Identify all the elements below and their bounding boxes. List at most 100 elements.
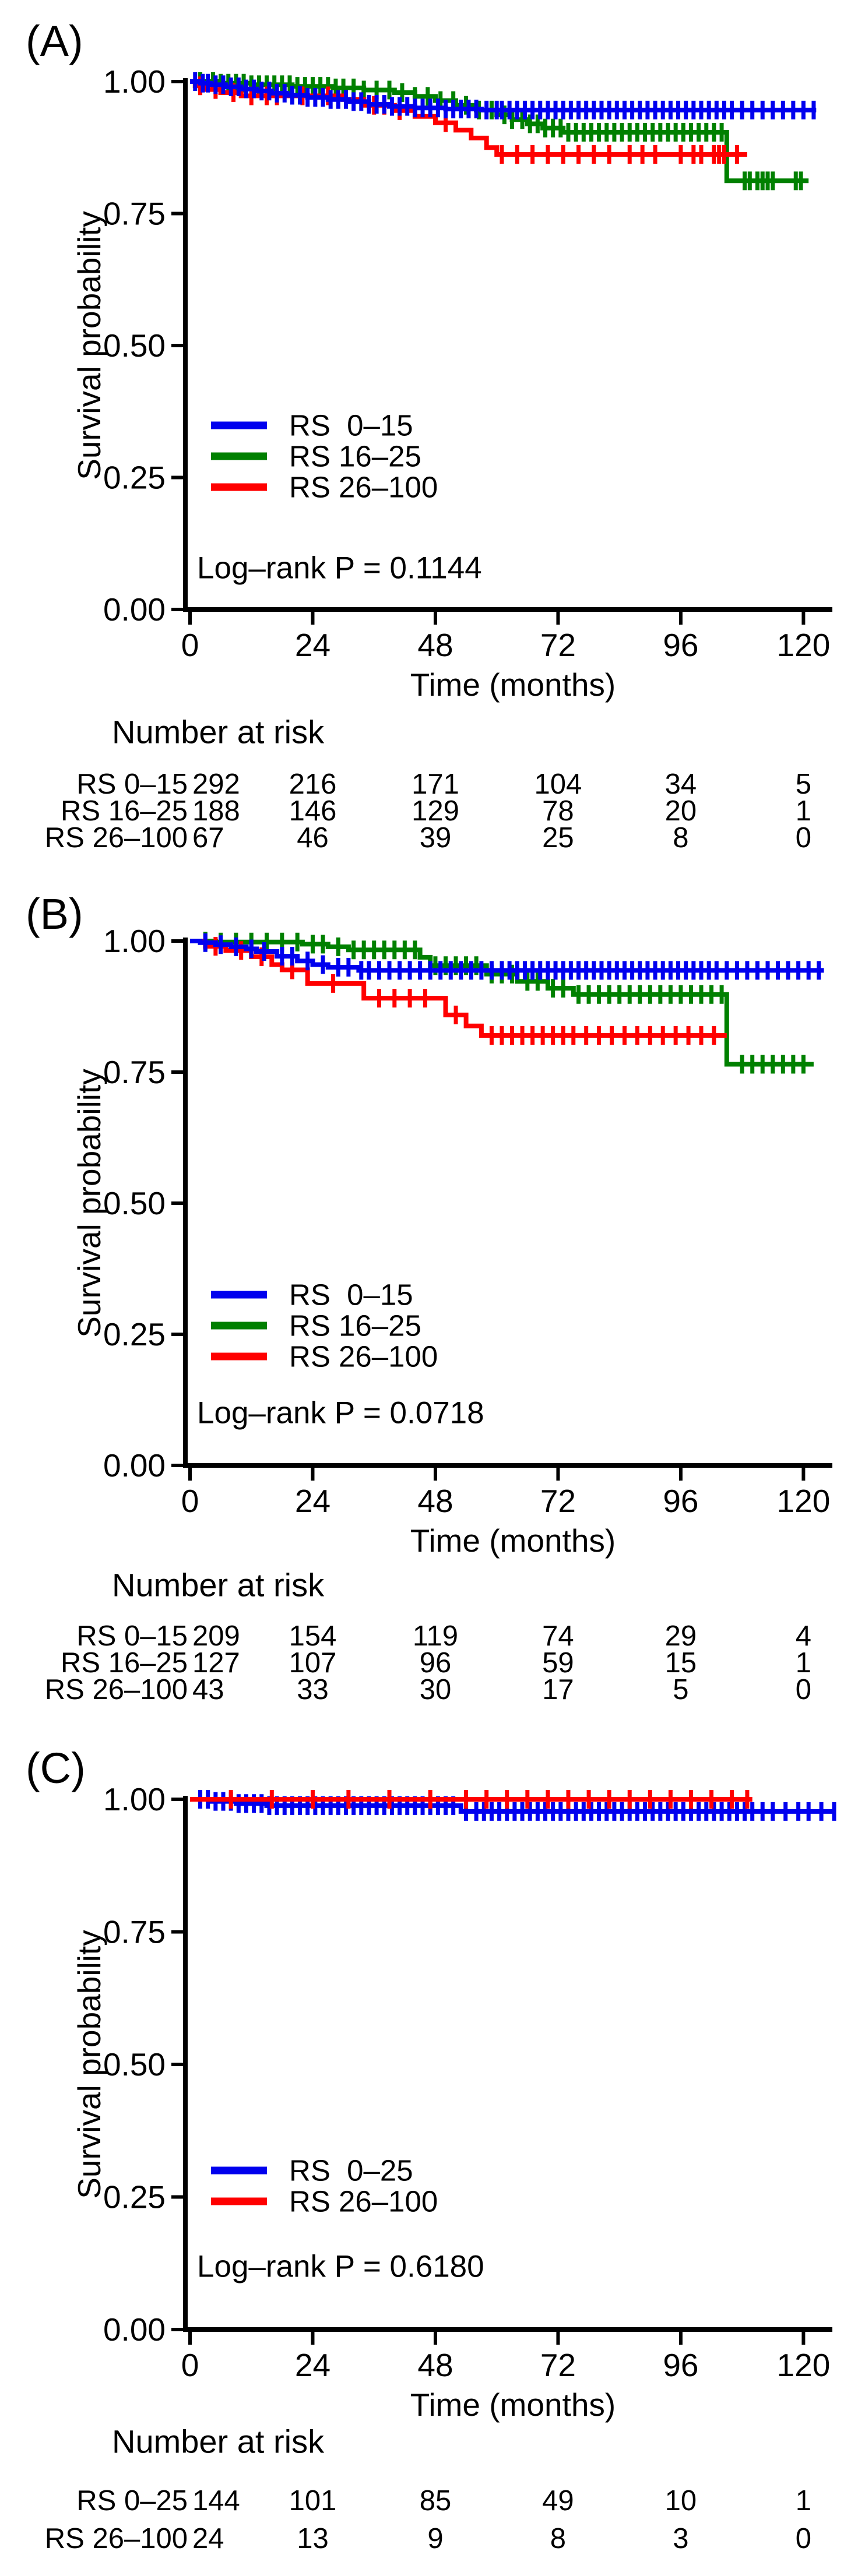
risk-value: 85 xyxy=(420,2485,452,2517)
legend-label: RS 26–100 xyxy=(289,2185,438,2218)
x-axis-title: Time (months) xyxy=(410,2387,616,2423)
risk-value: 5 xyxy=(673,1674,688,1705)
risk-value: 96 xyxy=(420,1647,452,1679)
km-curve-rs-26-100 xyxy=(190,939,727,1038)
risk-value: 67 xyxy=(192,822,224,854)
risk-value: 20 xyxy=(665,795,697,827)
risk-row-label: RS 26–100 xyxy=(45,1674,188,1705)
panel-label-A: (A) xyxy=(26,17,83,65)
x-tick-label: 24 xyxy=(295,1483,330,1519)
risk-value: 78 xyxy=(542,795,574,827)
risk-value: 46 xyxy=(297,822,329,854)
panel-A: (A) 1.00 0.75 0.50 0.25 0.00 0 24 48 72 96 120 Time… xyxy=(0,0,865,869)
x-tick-label: 0 xyxy=(181,1483,199,1519)
risk-table-title: Number at risk xyxy=(112,2423,325,2460)
risk-value: 154 xyxy=(289,1620,337,1652)
risk-value: 4 xyxy=(796,1620,811,1652)
x-axis-title: Time (months) xyxy=(410,1523,616,1559)
y-tick-label: 0.75 xyxy=(103,1914,166,1950)
risk-value: 188 xyxy=(192,795,240,827)
x-tick-label: 72 xyxy=(540,1483,576,1519)
y-tick-label: 1.00 xyxy=(103,64,166,100)
logrank-p-text: Log–rank P = 0.6180 xyxy=(197,2250,484,2284)
y-tick-label: 0.00 xyxy=(103,1447,166,1483)
x-tick-label: 120 xyxy=(777,2347,831,2383)
risk-value: 9 xyxy=(427,2523,443,2554)
x-tick-label: 120 xyxy=(777,627,831,663)
risk-table-title: Number at risk xyxy=(112,714,325,750)
risk-value: 107 xyxy=(289,1647,337,1679)
risk-value: 127 xyxy=(192,1647,240,1679)
risk-row-label: RS 16–25 xyxy=(61,1647,188,1679)
x-tick-label: 72 xyxy=(540,2347,576,2383)
risk-value: 59 xyxy=(542,1647,574,1679)
risk-value: 1 xyxy=(796,1647,811,1679)
y-axis-title: Survival probability xyxy=(71,1930,107,2199)
risk-value: 17 xyxy=(542,1674,574,1705)
km-chart-panel-C: 1.00 0.75 0.50 0.25 0.00 0 24 48 72 96 120 Time (mo… xyxy=(45,1781,836,2554)
y-tick-label: 0.00 xyxy=(103,591,166,628)
legend-label: RS 0–25 xyxy=(289,2154,413,2187)
legend-label: RS 16–25 xyxy=(289,440,421,473)
risk-value: 171 xyxy=(412,769,459,800)
x-tick-label: 24 xyxy=(295,627,330,663)
y-tick-label: 0.50 xyxy=(103,1185,166,1221)
risk-value: 209 xyxy=(192,1620,240,1652)
legend-label: RS 0–15 xyxy=(289,1278,413,1312)
legend-label: RS 0–15 xyxy=(289,409,413,442)
risk-row-label: RS 0–15 xyxy=(76,769,188,800)
panel-C: (C) 1.00 0.75 0.50 0.25 0.00 0 24 48 72 96 120 Time… xyxy=(0,1741,865,2576)
y-tick-label: 0.00 xyxy=(103,2311,166,2348)
legend-label: RS 26–100 xyxy=(289,1340,438,1373)
risk-value: 34 xyxy=(665,769,697,800)
x-tick-label: 0 xyxy=(181,2347,199,2383)
risk-value: 10 xyxy=(665,2485,697,2517)
risk-value: 49 xyxy=(542,2485,574,2517)
risk-value: 146 xyxy=(289,795,337,827)
risk-value: 0 xyxy=(796,822,811,854)
risk-value: 119 xyxy=(413,1620,458,1652)
risk-value: 0 xyxy=(796,2523,811,2554)
risk-value: 104 xyxy=(535,769,582,800)
x-tick-label: 48 xyxy=(417,1483,453,1519)
panel-B: (B) 1.00 0.75 0.50 0.25 0.00 0 24 48 72 96 120 Time… xyxy=(0,869,865,1741)
risk-row-label: RS 26–100 xyxy=(45,2523,188,2554)
x-tick-label: 48 xyxy=(417,2347,453,2383)
y-tick-label: 0.75 xyxy=(103,1054,166,1090)
risk-value: 144 xyxy=(192,2485,240,2517)
logrank-p-text: Log–rank P = 0.0718 xyxy=(197,1396,484,1430)
y-tick-label: 1.00 xyxy=(103,923,166,959)
x-tick-label: 0 xyxy=(181,627,199,663)
legend-label: RS 26–100 xyxy=(289,471,438,504)
risk-value: 0 xyxy=(796,1674,811,1705)
risk-row-label: RS 16–25 xyxy=(61,795,188,827)
risk-value: 8 xyxy=(673,822,688,854)
risk-value: 24 xyxy=(192,2523,224,2554)
risk-value: 43 xyxy=(192,1674,224,1705)
risk-value: 74 xyxy=(542,1620,574,1652)
risk-value: 29 xyxy=(665,1620,697,1652)
y-tick-label: 0.25 xyxy=(103,2179,166,2215)
y-tick-label: 1.00 xyxy=(103,1781,166,1817)
risk-value: 129 xyxy=(412,795,459,827)
risk-value: 1 xyxy=(796,2485,811,2517)
legend-label: RS 16–25 xyxy=(289,1309,421,1342)
x-tick-label: 120 xyxy=(777,1483,831,1519)
y-axis-title: Survival probability xyxy=(71,1069,107,1338)
risk-value: 1 xyxy=(796,795,811,827)
km-curve-rs-0-15 xyxy=(190,939,824,973)
risk-value: 216 xyxy=(289,769,337,800)
risk-row-label: RS 0–15 xyxy=(76,1620,188,1652)
km-chart-panel-B: 1.00 0.75 0.50 0.25 0.00 0 24 48 72 96 120 Time (mo… xyxy=(45,923,832,1705)
risk-table-title: Number at risk xyxy=(112,1567,325,1604)
risk-row-label: RS 0–25 xyxy=(76,2485,188,2517)
x-tick-label: 72 xyxy=(540,627,576,663)
y-axis-title: Survival probability xyxy=(71,211,107,480)
y-tick-label: 0.25 xyxy=(103,460,166,496)
risk-value: 101 xyxy=(289,2485,337,2517)
x-tick-label: 48 xyxy=(417,627,453,663)
panel-label-C: (C) xyxy=(26,1744,86,1792)
y-tick-label: 0.50 xyxy=(103,2046,166,2082)
risk-value: 25 xyxy=(542,822,574,854)
